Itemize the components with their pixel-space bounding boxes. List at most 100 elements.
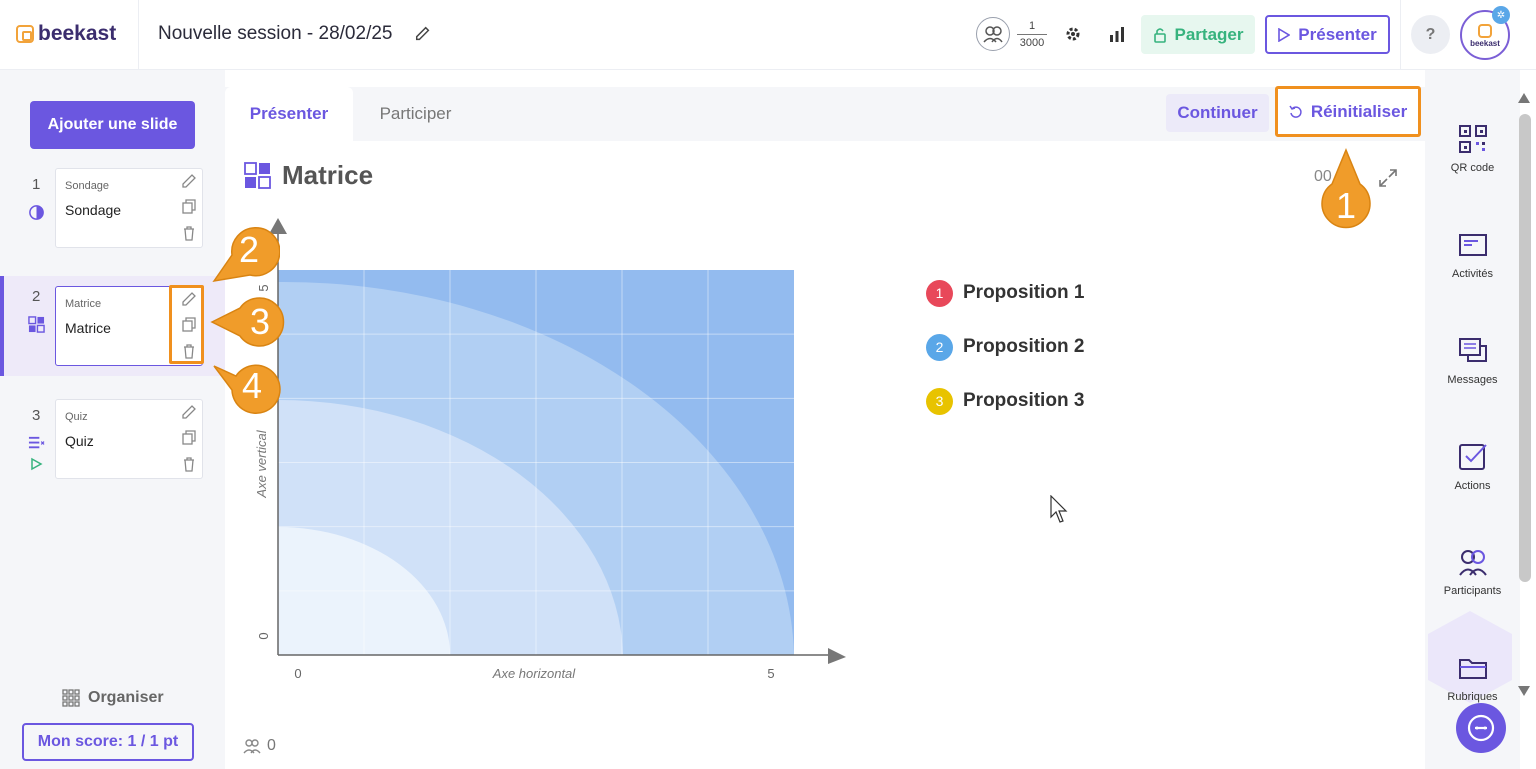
session-title: Nouvelle session - 28/02/25 bbox=[158, 23, 393, 44]
score-button[interactable]: Mon score: 1 / 1 pt bbox=[22, 723, 194, 761]
tool-participants[interactable]: Participants bbox=[1425, 547, 1520, 597]
activities-icon bbox=[1458, 234, 1487, 256]
stats-bar-chart-icon[interactable] bbox=[1107, 24, 1127, 44]
tool-label: QR code bbox=[1450, 162, 1495, 174]
tool-messages[interactable]: Messages bbox=[1425, 336, 1520, 386]
participants-max: 3000 bbox=[1019, 36, 1045, 49]
duplicate-icon[interactable] bbox=[181, 317, 197, 333]
poll-pie-icon bbox=[29, 205, 44, 220]
tool-rubriques[interactable]: Rubriques bbox=[1425, 653, 1520, 703]
slides-sidebar: Ajouter une slide 1 Sondage Sondage 2 Ma… bbox=[0, 70, 225, 769]
slide-kind: Quiz bbox=[65, 411, 88, 423]
legend-item-1: 1 Proposition 1 bbox=[926, 266, 1084, 320]
slide-card[interactable]: Matrice Matrice bbox=[55, 286, 203, 366]
duplicate-icon[interactable] bbox=[181, 430, 197, 446]
slide-card[interactable]: Sondage Sondage bbox=[55, 168, 203, 248]
callout-number: 2 bbox=[239, 229, 259, 270]
settings-gear-icon[interactable] bbox=[1063, 24, 1083, 44]
legend-label: Proposition 3 bbox=[963, 390, 1085, 411]
messages-icon bbox=[1458, 338, 1487, 362]
present-label: Présenter bbox=[1298, 24, 1377, 44]
x-axis-label: Axe horizontal bbox=[492, 666, 576, 681]
slide-row-1[interactable]: 1 Sondage Sondage bbox=[0, 168, 225, 276]
edit-pencil-icon[interactable] bbox=[181, 404, 197, 420]
responses-count: 0 bbox=[243, 737, 276, 755]
legend-item-3: 3 Proposition 3 bbox=[926, 374, 1084, 428]
edit-pencil-icon[interactable] bbox=[181, 291, 197, 307]
tool-label: Messages bbox=[1447, 374, 1498, 386]
callout-number: 3 bbox=[250, 301, 270, 342]
scrollbar-thumb[interactable] bbox=[1519, 114, 1531, 582]
slide-row-2[interactable]: 2 Matrice Matrice bbox=[0, 276, 225, 376]
present-button[interactable]: Présenter bbox=[1265, 15, 1390, 54]
tool-activities[interactable]: Activités bbox=[1425, 230, 1520, 280]
folder-icon bbox=[1458, 659, 1487, 679]
tool-actions[interactable]: Actions bbox=[1425, 442, 1520, 492]
slide-kind: Matrice bbox=[65, 298, 102, 310]
add-slide-button[interactable]: Ajouter une slide bbox=[30, 101, 195, 149]
trash-icon[interactable] bbox=[181, 343, 197, 359]
y-axis-label: Axe vertical bbox=[254, 429, 269, 498]
x-axis-arrow bbox=[828, 648, 846, 664]
duplicate-icon[interactable] bbox=[181, 199, 197, 215]
tool-qr-code[interactable]: QR code bbox=[1425, 124, 1520, 174]
trash-icon[interactable] bbox=[181, 456, 197, 472]
callout-4: 4 bbox=[213, 364, 281, 415]
help-button[interactable]: ? bbox=[1411, 15, 1450, 54]
qr-code-icon bbox=[1458, 125, 1487, 153]
legend-dot: 2 bbox=[926, 333, 953, 361]
legend-label: Proposition 1 bbox=[963, 282, 1085, 303]
slide-title-text: Matrice bbox=[282, 160, 374, 190]
legend-item-2: 2 Proposition 2 bbox=[926, 320, 1084, 374]
participants-counter[interactable]: 1 3000 bbox=[976, 17, 1050, 51]
participants-current: 1 bbox=[1028, 19, 1036, 32]
quiz-list-icon bbox=[28, 436, 45, 449]
tab-participate[interactable]: Participer bbox=[379, 104, 452, 123]
share-button[interactable]: Partager bbox=[1141, 15, 1255, 54]
slide-kind: Sondage bbox=[65, 180, 110, 192]
tab-present[interactable]: Présenter bbox=[225, 87, 353, 141]
organise-button[interactable]: Organiser bbox=[62, 689, 164, 707]
edit-pencil-icon[interactable] bbox=[414, 25, 432, 43]
legend-label: Proposition 2 bbox=[963, 336, 1085, 357]
play-icon[interactable] bbox=[29, 457, 43, 471]
tool-label: Activités bbox=[1452, 268, 1493, 280]
matrix-chart: 0 5 0 5 Axe horizontal Axe vertical bbox=[254, 218, 846, 681]
expand-icon[interactable] bbox=[1378, 168, 1398, 188]
callout-1: 1 bbox=[1321, 148, 1371, 229]
y-tick-min: 0 bbox=[256, 632, 271, 639]
beekast-logo-icon bbox=[1478, 23, 1492, 38]
participants-icon bbox=[976, 17, 1010, 51]
scrollbar[interactable] bbox=[1516, 88, 1536, 700]
avatar-text: beekast bbox=[1470, 38, 1500, 48]
trash-icon[interactable] bbox=[181, 225, 197, 241]
user-avatar[interactable]: beekast bbox=[1460, 10, 1510, 60]
highlight-frame bbox=[169, 285, 204, 364]
edit-pencil-icon[interactable] bbox=[181, 173, 197, 189]
app-logo[interactable]: beekast bbox=[16, 22, 116, 46]
actions-icon bbox=[1458, 444, 1487, 470]
matrix-zone-1 bbox=[278, 527, 450, 655]
slide-name: Sondage bbox=[65, 202, 122, 218]
beekast-logo-icon bbox=[16, 25, 34, 43]
y-tick-max: 5 bbox=[256, 284, 271, 291]
slide-row-3[interactable]: 3 Quiz Quiz bbox=[0, 399, 225, 507]
grid-icon bbox=[62, 689, 80, 707]
slide-name: Matrice bbox=[65, 320, 111, 336]
gridlines bbox=[278, 270, 794, 655]
tool-label: Participants bbox=[1443, 585, 1502, 597]
mouse-cursor-icon bbox=[1050, 495, 1068, 523]
slide-number: 1 bbox=[32, 176, 41, 193]
scroll-up-icon[interactable] bbox=[1517, 92, 1531, 104]
reset-button[interactable]: Réinitialiser bbox=[1275, 86, 1421, 137]
slide-number: 3 bbox=[32, 407, 41, 424]
callout-3: 3 bbox=[210, 297, 285, 347]
continue-button[interactable]: Continuer bbox=[1166, 94, 1269, 132]
y-axis-arrow bbox=[269, 218, 287, 234]
scroll-down-icon[interactable] bbox=[1517, 685, 1531, 697]
support-chat-button[interactable] bbox=[1456, 703, 1506, 753]
legend: 1 Proposition 1 2 Proposition 2 3 Propos… bbox=[926, 266, 1084, 428]
participants-icon bbox=[1458, 550, 1487, 576]
slide-card[interactable]: Quiz Quiz bbox=[55, 399, 203, 479]
divider bbox=[138, 0, 139, 70]
